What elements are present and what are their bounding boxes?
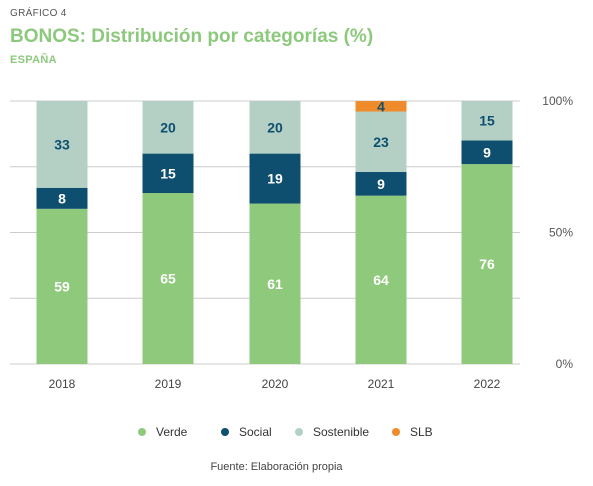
chart-kicker: GRÁFICO 4 [10, 8, 67, 19]
data-label-social: 8 [58, 190, 66, 206]
legend-swatch-verde [138, 428, 146, 436]
legend-label-verde: Verde [156, 425, 188, 439]
data-label-verde: 65 [160, 271, 176, 287]
data-label-sostenible: 33 [54, 136, 70, 152]
chart-source: Fuente: Elaboración propia [210, 461, 343, 473]
bar-segment-sostenible [142, 101, 194, 154]
legend-swatch-sostenible [295, 428, 303, 436]
y-tick-label: 50% [549, 226, 573, 240]
bar-segment-verde [355, 195, 407, 364]
chart-title: BONOS: Distribución por categorías (%) [10, 26, 374, 47]
bar-segment-social [355, 172, 407, 196]
x-tick-label: 2022 [474, 377, 501, 391]
data-label-verde: 64 [373, 272, 389, 288]
bar-segment-social [249, 153, 301, 204]
legend-label-slb: SLB [410, 425, 433, 439]
x-tick-label: 2018 [49, 377, 76, 391]
legend-swatch-social [221, 428, 229, 436]
data-label-sostenible: 15 [479, 113, 495, 129]
bar-segment-verde [461, 164, 513, 364]
data-label-sostenible: 23 [373, 134, 389, 150]
y-tick-label: 0% [556, 357, 574, 371]
bar-segment-social [461, 140, 513, 165]
bar-segment-sostenible [461, 101, 513, 141]
data-label-social: 9 [483, 144, 491, 160]
legend-item-verde: Verde [138, 425, 187, 439]
legend-item-social: Social [221, 425, 272, 439]
x-tick-label: 2021 [368, 377, 395, 391]
legend-label-sostenible: Sostenible [313, 425, 370, 439]
x-tick-label: 2019 [155, 377, 182, 391]
data-label-social: 19 [267, 171, 283, 187]
legend-item-sostenible: Sostenible [295, 425, 369, 439]
stacked-bar-chart: 0%50%100%5983320186515202019611920202064… [10, 94, 574, 391]
data-label-slb: 4 [377, 98, 385, 114]
bar-segment-verde [142, 193, 194, 364]
legend-item-slb: SLB [392, 425, 433, 439]
bar-segment-verde [36, 208, 88, 364]
data-label-verde: 61 [267, 276, 283, 292]
legend-label-social: Social [239, 425, 272, 439]
bar-segment-sostenible [355, 111, 407, 173]
data-label-sostenible: 20 [160, 119, 176, 135]
data-label-verde: 76 [479, 256, 495, 272]
bar-segment-social [36, 187, 88, 209]
bar-segment-sostenible [249, 101, 301, 154]
legend-swatch-slb [392, 428, 400, 436]
chart-subtitle: ESPAÑA [10, 54, 57, 66]
bar-segment-verde [249, 203, 301, 364]
x-tick-label: 2020 [262, 377, 289, 391]
bar-segment-social [142, 153, 194, 194]
bar-segment-slb [355, 101, 407, 112]
data-label-social: 9 [377, 176, 385, 192]
data-label-sostenible: 20 [267, 119, 283, 135]
bar-segment-sostenible [36, 101, 88, 188]
chart-legend: Verde Social Sostenible SLB [0, 425, 593, 441]
y-tick-label: 100% [542, 94, 573, 108]
data-label-social: 15 [160, 165, 176, 181]
data-label-verde: 59 [54, 278, 70, 294]
